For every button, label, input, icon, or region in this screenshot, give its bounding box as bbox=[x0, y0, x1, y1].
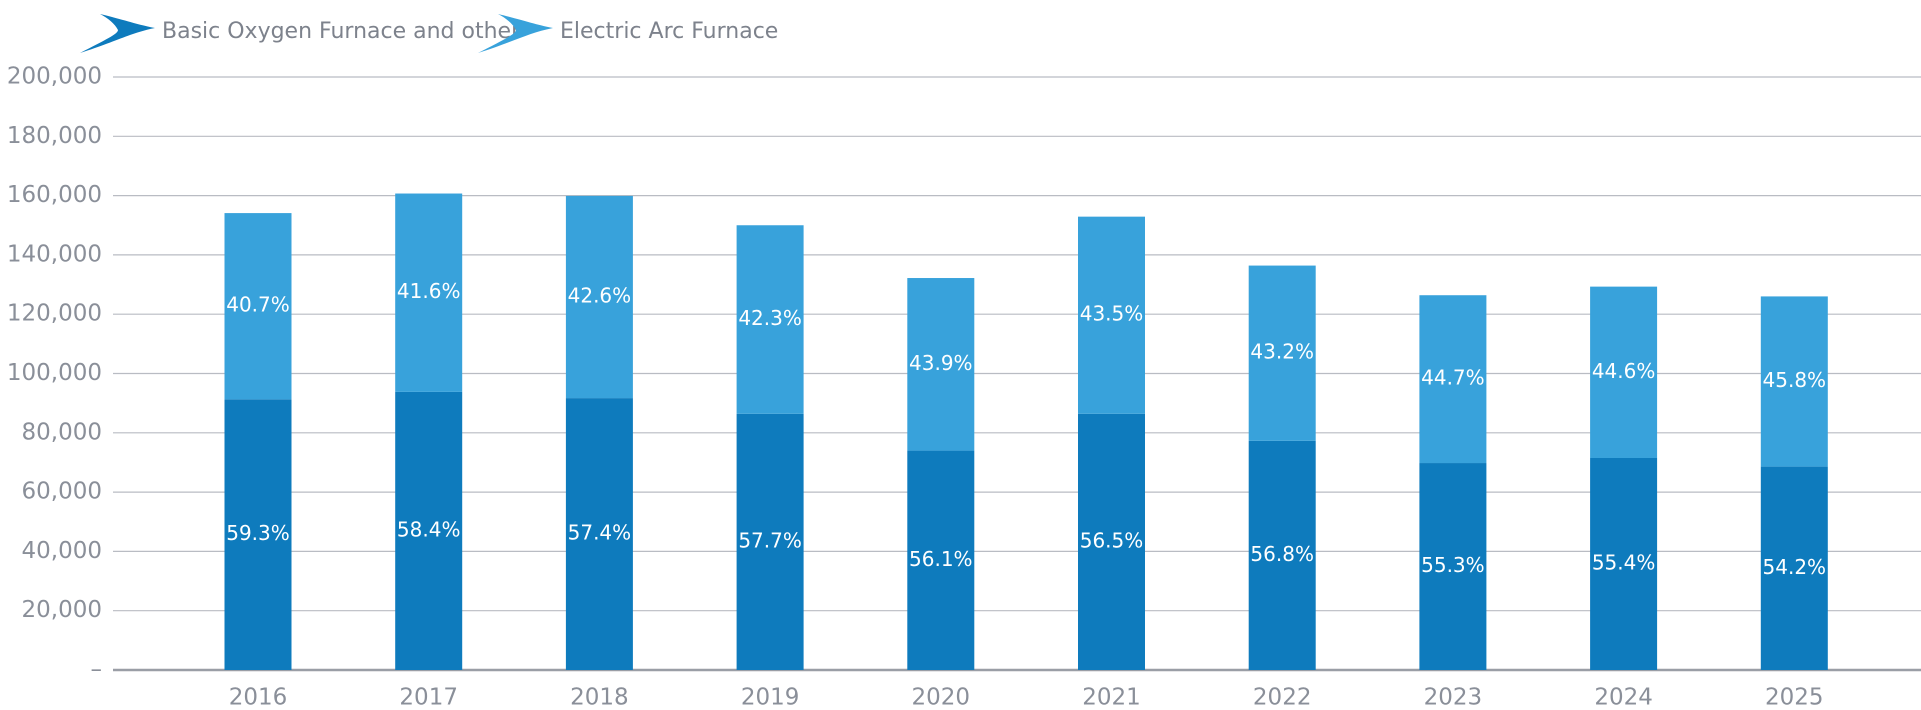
legend-label: Electric Arc Furnace bbox=[560, 19, 778, 44]
share-label: 43.5% bbox=[1080, 302, 1144, 326]
legend-swatch bbox=[80, 14, 155, 53]
bar-segment bbox=[1419, 463, 1487, 670]
y-tick-label: 160,000 bbox=[7, 182, 102, 208]
legend-label: Basic Oxygen Furnace and other bbox=[162, 19, 521, 44]
bar-segment bbox=[395, 193, 463, 392]
x-tick-label: 2017 bbox=[399, 685, 458, 710]
x-tick-label: 2018 bbox=[570, 685, 629, 710]
x-tick-label: 2024 bbox=[1594, 685, 1653, 710]
legend-swatch bbox=[478, 14, 553, 53]
y-tick-label: – bbox=[91, 657, 103, 683]
bar-segment bbox=[907, 450, 975, 670]
y-tick-label: 20,000 bbox=[22, 597, 102, 623]
share-label: 43.9% bbox=[909, 351, 973, 375]
share-label: 55.4% bbox=[1592, 551, 1656, 575]
share-label: 57.7% bbox=[738, 528, 802, 552]
bar-segment bbox=[1760, 296, 1828, 467]
bar-segment bbox=[736, 413, 804, 670]
share-label: 42.3% bbox=[738, 306, 802, 330]
y-tick-label: 60,000 bbox=[22, 479, 102, 505]
bar-segment bbox=[1078, 216, 1145, 414]
bar-segment bbox=[1760, 466, 1828, 670]
y-tick-label: 180,000 bbox=[7, 123, 102, 149]
x-tick-label: 2023 bbox=[1424, 685, 1483, 710]
share-label: 45.8% bbox=[1763, 368, 1827, 392]
bar-segment bbox=[1590, 286, 1658, 459]
bar-segment bbox=[736, 225, 804, 414]
x-tick-label: 2016 bbox=[229, 685, 288, 710]
bar-segment bbox=[224, 213, 292, 400]
x-tick-label: 2019 bbox=[741, 685, 800, 710]
bar-segment bbox=[1419, 295, 1487, 464]
share-label: 58.4% bbox=[397, 517, 461, 541]
y-tick-label: 40,000 bbox=[22, 538, 102, 564]
y-tick-label: 200,000 bbox=[7, 64, 102, 90]
share-label: 43.2% bbox=[1250, 340, 1314, 364]
y-tick-label: 100,000 bbox=[7, 360, 102, 386]
bar-segment bbox=[1248, 265, 1316, 441]
y-tick-label: 80,000 bbox=[22, 419, 102, 445]
y-tick-label: 140,000 bbox=[7, 241, 102, 267]
share-label: 57.4% bbox=[568, 521, 632, 545]
share-label: 55.3% bbox=[1421, 553, 1485, 577]
share-label: 44.6% bbox=[1592, 359, 1656, 383]
share-label: 56.8% bbox=[1250, 542, 1314, 566]
bar-segment bbox=[224, 399, 292, 670]
share-label: 44.7% bbox=[1421, 366, 1485, 390]
share-label: 56.5% bbox=[1080, 528, 1144, 552]
bar-segment bbox=[907, 278, 975, 451]
bar-segment bbox=[1078, 413, 1145, 670]
share-label: 41.6% bbox=[397, 279, 461, 303]
bar-segment bbox=[395, 391, 463, 670]
bar-segment bbox=[565, 195, 633, 399]
share-label: 40.7% bbox=[226, 293, 290, 317]
share-label: 54.2% bbox=[1763, 555, 1827, 579]
x-tick-label: 2022 bbox=[1253, 685, 1312, 710]
share-label: 59.3% bbox=[226, 521, 290, 545]
bar-segment bbox=[1590, 458, 1658, 670]
x-tick-label: 2020 bbox=[912, 685, 971, 710]
share-label: 42.6% bbox=[568, 284, 632, 308]
x-tick-label: 2021 bbox=[1082, 685, 1141, 710]
x-tick-label: 2025 bbox=[1765, 685, 1824, 710]
bar-segment bbox=[1248, 440, 1316, 670]
share-label: 56.1% bbox=[909, 547, 973, 571]
y-tick-label: 120,000 bbox=[7, 301, 102, 327]
bar-segment bbox=[565, 398, 633, 670]
